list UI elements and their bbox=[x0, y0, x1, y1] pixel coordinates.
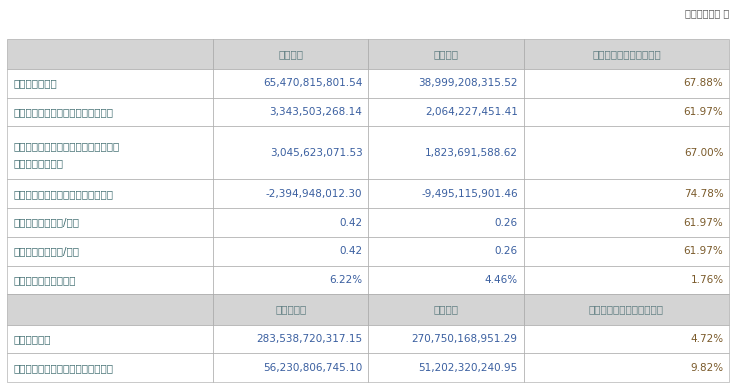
Text: 益的净利润（元）: 益的净利润（元） bbox=[13, 159, 63, 169]
Bar bbox=[523, 69, 729, 98]
Bar bbox=[368, 295, 523, 325]
Bar bbox=[368, 39, 523, 69]
Text: 4.46%: 4.46% bbox=[485, 275, 517, 285]
Bar bbox=[523, 237, 729, 266]
Bar bbox=[7, 237, 213, 266]
Bar bbox=[7, 126, 213, 179]
Text: 0.26: 0.26 bbox=[495, 218, 517, 228]
Bar bbox=[7, 325, 213, 354]
Bar bbox=[368, 179, 523, 208]
Bar bbox=[213, 208, 368, 237]
Bar bbox=[7, 98, 213, 126]
Text: 营业收入（元）: 营业收入（元） bbox=[13, 78, 57, 88]
Text: 归属于上市公司股东的扣除非经常性损: 归属于上市公司股东的扣除非经常性损 bbox=[13, 141, 119, 151]
Text: 基本每股收益（元/股）: 基本每股收益（元/股） bbox=[13, 218, 79, 228]
Bar bbox=[213, 69, 368, 98]
Text: 6.22%: 6.22% bbox=[329, 275, 362, 285]
Bar bbox=[213, 325, 368, 354]
Bar bbox=[7, 179, 213, 208]
Text: 上年同期: 上年同期 bbox=[433, 49, 458, 59]
Bar bbox=[7, 266, 213, 295]
Text: 本报告期比上年同期增减: 本报告期比上年同期增减 bbox=[592, 49, 661, 59]
Text: 本报告期: 本报告期 bbox=[279, 49, 303, 59]
Bar bbox=[213, 237, 368, 266]
Text: 56,230,806,745.10: 56,230,806,745.10 bbox=[263, 363, 362, 373]
Text: 74.78%: 74.78% bbox=[684, 189, 723, 199]
Text: 本报告期末比上年度末增减: 本报告期末比上年度末增减 bbox=[589, 305, 664, 315]
Text: 283,538,720,317.15: 283,538,720,317.15 bbox=[257, 334, 362, 344]
Bar bbox=[523, 208, 729, 237]
Bar bbox=[523, 39, 729, 69]
Text: 51,202,320,240.95: 51,202,320,240.95 bbox=[419, 363, 517, 373]
Text: 稀释每股收益（元/股）: 稀释每股收益（元/股） bbox=[13, 246, 79, 256]
Text: 65,470,815,801.54: 65,470,815,801.54 bbox=[263, 78, 362, 88]
Text: 1.76%: 1.76% bbox=[690, 275, 723, 285]
Bar bbox=[7, 69, 213, 98]
Text: 67.88%: 67.88% bbox=[684, 78, 723, 88]
Text: 9.82%: 9.82% bbox=[690, 363, 723, 373]
Text: 上年度末: 上年度末 bbox=[433, 305, 458, 315]
Text: 本报告期末: 本报告期末 bbox=[275, 305, 306, 315]
Text: 0.26: 0.26 bbox=[495, 246, 517, 256]
Text: 总资产（元）: 总资产（元） bbox=[13, 334, 51, 344]
Text: -9,495,115,901.46: -9,495,115,901.46 bbox=[421, 189, 517, 199]
Bar bbox=[213, 179, 368, 208]
Bar bbox=[213, 354, 368, 382]
Bar bbox=[523, 354, 729, 382]
Text: 270,750,168,951.29: 270,750,168,951.29 bbox=[412, 334, 517, 344]
Text: 3,045,623,071.53: 3,045,623,071.53 bbox=[270, 148, 362, 158]
Text: 3,343,503,268.14: 3,343,503,268.14 bbox=[270, 107, 362, 117]
Text: 38,999,208,315.52: 38,999,208,315.52 bbox=[419, 78, 517, 88]
Text: 61.97%: 61.97% bbox=[684, 246, 723, 256]
Bar bbox=[523, 179, 729, 208]
Text: 1,823,691,588.62: 1,823,691,588.62 bbox=[424, 148, 517, 158]
Bar bbox=[7, 354, 213, 382]
Bar bbox=[523, 98, 729, 126]
Text: 0.42: 0.42 bbox=[339, 246, 362, 256]
Bar bbox=[368, 325, 523, 354]
Text: 经营活动产生的现金流量净额（元）: 经营活动产生的现金流量净额（元） bbox=[13, 189, 113, 199]
Text: -2,394,948,012.30: -2,394,948,012.30 bbox=[266, 189, 362, 199]
Bar bbox=[368, 208, 523, 237]
Text: 4.72%: 4.72% bbox=[690, 334, 723, 344]
Bar bbox=[523, 266, 729, 295]
Bar bbox=[368, 237, 523, 266]
Bar bbox=[368, 69, 523, 98]
Bar bbox=[368, 354, 523, 382]
Bar bbox=[368, 126, 523, 179]
Text: 单位：人民币 元: 单位：人民币 元 bbox=[685, 8, 729, 19]
Bar bbox=[213, 295, 368, 325]
Text: 归属于上市公司股东的净利润（元）: 归属于上市公司股东的净利润（元） bbox=[13, 107, 113, 117]
Bar bbox=[213, 98, 368, 126]
Bar bbox=[368, 98, 523, 126]
Text: 67.00%: 67.00% bbox=[684, 148, 723, 158]
Text: 2,064,227,451.41: 2,064,227,451.41 bbox=[425, 107, 517, 117]
Text: 归属于上市公司股东的净资产（元）: 归属于上市公司股东的净资产（元） bbox=[13, 363, 113, 373]
Bar bbox=[523, 325, 729, 354]
Bar bbox=[213, 39, 368, 69]
Text: 61.97%: 61.97% bbox=[684, 218, 723, 228]
Bar bbox=[7, 295, 213, 325]
Bar bbox=[368, 266, 523, 295]
Text: 0.42: 0.42 bbox=[339, 218, 362, 228]
Text: 加权平均净资产收益率: 加权平均净资产收益率 bbox=[13, 275, 75, 285]
Bar bbox=[7, 208, 213, 237]
Bar bbox=[213, 126, 368, 179]
Bar bbox=[7, 39, 213, 69]
Bar bbox=[523, 126, 729, 179]
Bar bbox=[523, 295, 729, 325]
Text: 61.97%: 61.97% bbox=[684, 107, 723, 117]
Bar bbox=[213, 266, 368, 295]
